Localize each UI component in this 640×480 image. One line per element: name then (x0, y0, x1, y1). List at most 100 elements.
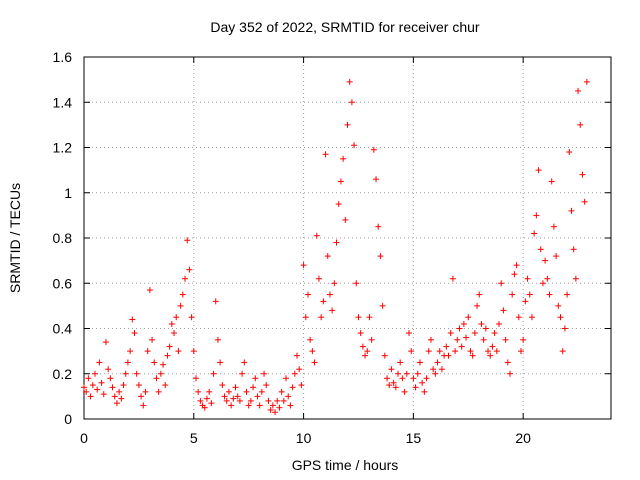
y-tick-label: 1.6 (53, 49, 73, 65)
x-tick-label: 20 (515, 430, 531, 446)
data-point (195, 388, 202, 395)
data-point (171, 330, 178, 337)
data-point (212, 298, 219, 305)
data-point (340, 155, 347, 162)
data-point (359, 343, 366, 350)
y-tick-label: 0.8 (53, 230, 73, 246)
data-point (351, 142, 358, 149)
data-point (482, 325, 489, 332)
data-point (89, 382, 96, 389)
data-point (81, 384, 87, 391)
data-point (423, 375, 430, 382)
data-point (258, 388, 265, 395)
data-point (454, 336, 461, 343)
data-point (559, 348, 566, 355)
data-point (230, 395, 237, 402)
data-point (182, 275, 189, 282)
data-point (386, 382, 393, 389)
data-point (234, 393, 241, 400)
data-point (493, 348, 500, 355)
data-point (561, 325, 568, 332)
data-point (113, 400, 120, 407)
data-point (348, 99, 355, 106)
data-point (572, 275, 579, 282)
data-point (487, 352, 494, 359)
data-point (217, 359, 224, 366)
data-point (269, 402, 276, 409)
data-point (342, 216, 349, 223)
data-point (496, 320, 503, 327)
data-point (511, 271, 518, 278)
data-point (142, 388, 149, 395)
data-point (430, 366, 437, 373)
data-point (146, 287, 153, 294)
data-point (254, 393, 261, 400)
data-point (362, 352, 369, 359)
data-point (94, 386, 101, 393)
data-point (419, 379, 426, 386)
data-point (192, 375, 199, 382)
data-point (164, 352, 171, 359)
data-point (219, 382, 226, 389)
data-point (390, 379, 397, 386)
data-point (550, 223, 557, 230)
data-point (583, 78, 590, 85)
data-point (109, 384, 116, 391)
data-point (566, 149, 573, 156)
data-point (412, 384, 419, 391)
data-point (445, 352, 452, 359)
data-point (329, 307, 336, 314)
data-point (410, 375, 417, 382)
data-point (539, 280, 546, 287)
data-point (427, 336, 434, 343)
data-point (153, 375, 160, 382)
x-axis-label: GPS time / hours (292, 457, 399, 473)
data-point (405, 330, 412, 337)
data-point (201, 404, 208, 411)
data-point (425, 348, 432, 355)
data-point (239, 370, 246, 377)
data-point (542, 257, 549, 264)
data-point (232, 384, 239, 391)
data-point (509, 291, 516, 298)
data-point (388, 366, 395, 373)
data-point (265, 397, 272, 404)
data-point (326, 291, 333, 298)
data-point (252, 375, 259, 382)
data-point (577, 121, 584, 128)
data-point (469, 352, 476, 359)
data-point (155, 388, 162, 395)
data-point (318, 314, 325, 321)
data-point (120, 382, 127, 389)
data-point (133, 370, 140, 377)
data-point (85, 375, 92, 382)
data-point (570, 246, 577, 253)
data-point (517, 348, 524, 355)
data-point (364, 348, 371, 355)
data-point (460, 320, 467, 327)
data-point (203, 395, 210, 402)
chart-title: Day 352 of 2022, SRMTID for receiver chu… (210, 19, 480, 35)
data-point (138, 393, 145, 400)
data-point (304, 291, 311, 298)
data-point (313, 232, 320, 239)
data-point (395, 370, 402, 377)
data-point (531, 230, 538, 237)
data-point (208, 400, 215, 407)
data-point (384, 375, 391, 382)
data-point (320, 298, 327, 305)
data-point (443, 343, 450, 350)
data-point (91, 370, 98, 377)
data-point (83, 388, 90, 395)
data-point (293, 352, 300, 359)
data-point (447, 330, 454, 337)
data-point (298, 382, 305, 389)
data-point (322, 151, 329, 158)
data-point (324, 253, 331, 260)
data-point (256, 402, 263, 409)
data-point (524, 275, 531, 282)
y-tick-label: 0 (64, 411, 72, 427)
y-tick-label: 0.2 (53, 366, 73, 382)
data-point (544, 275, 551, 282)
x-tick-label: 5 (190, 430, 198, 446)
